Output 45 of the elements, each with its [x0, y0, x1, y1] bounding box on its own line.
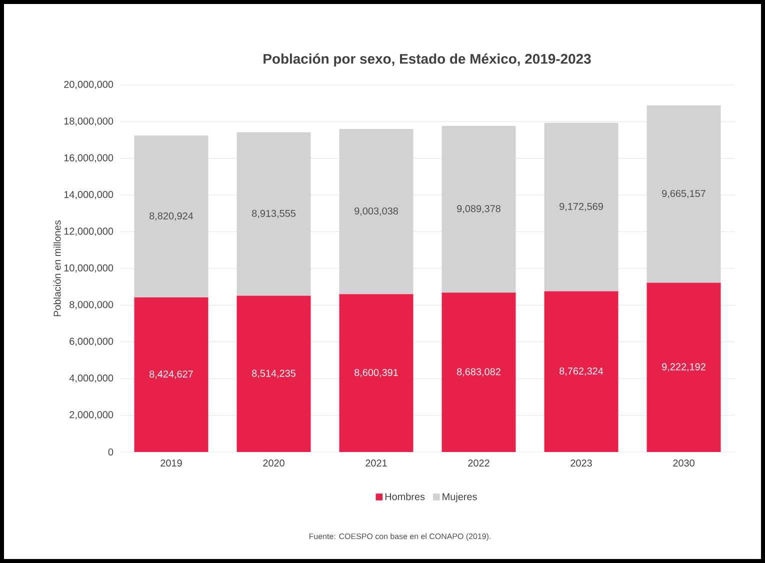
chart-title: Población por sexo, Estado de México, 2019-2023 — [264, 53, 591, 67]
y-tick-label: 6,000,000 — [70, 338, 114, 346]
data-label: 8,514,235 — [252, 370, 296, 378]
bar — [544, 122, 618, 292]
data-label: 8,683,082 — [457, 368, 500, 376]
data-label: 8,913,555 — [252, 210, 296, 218]
y-tick-label: 0 — [108, 448, 114, 456]
y-tick-label: 20,000,000 — [64, 80, 114, 90]
y-tick-label: 12,000,000 — [64, 228, 114, 236]
x-tick-label: 2021 — [366, 460, 387, 467]
bar — [134, 136, 208, 298]
bar — [236, 132, 311, 296]
bar — [236, 296, 311, 452]
data-label: 9,089,378 — [457, 205, 500, 214]
data-label: 8,762,324 — [560, 367, 604, 376]
legend-label: Mujeres — [442, 492, 477, 502]
y-tick-label: 16,000,000 — [64, 154, 114, 163]
data-label: 9,172,569 — [560, 202, 603, 212]
bar — [646, 105, 721, 283]
x-tick-label: 2023 — [570, 460, 592, 467]
bar — [339, 294, 414, 452]
data-label: 8,820,924 — [150, 212, 194, 221]
legend-label: Hombres — [385, 492, 425, 500]
y-tick-label: 4,000,000 — [69, 374, 114, 383]
y-axis-title: Población en millones — [53, 220, 61, 316]
x-tick-label: 2030 — [673, 460, 694, 467]
data-label: 9,665,157 — [662, 190, 706, 198]
bar — [134, 297, 208, 452]
x-tick-label: 2022 — [468, 460, 490, 467]
data-label: 9,222,192 — [662, 363, 706, 372]
y-tick-label: 18,000,000 — [64, 118, 114, 126]
bar — [442, 292, 516, 452]
bar — [544, 291, 618, 452]
x-tick-label: 2019 — [160, 460, 182, 467]
y-tick-label: 8,000,000 — [70, 301, 114, 310]
bar — [646, 282, 721, 452]
x-tick-label: 2020 — [263, 460, 284, 467]
data-label: 8,424,627 — [150, 370, 193, 379]
y-tick-label: 10,000,000 — [64, 264, 114, 273]
y-tick-label: 14,000,000 — [64, 190, 114, 200]
bar — [442, 126, 516, 293]
data-label: 9,003,038 — [354, 207, 398, 216]
bar — [339, 128, 414, 294]
data-label: 8,600,391 — [354, 368, 398, 378]
y-tick-label: 2,000,000 — [70, 411, 114, 420]
